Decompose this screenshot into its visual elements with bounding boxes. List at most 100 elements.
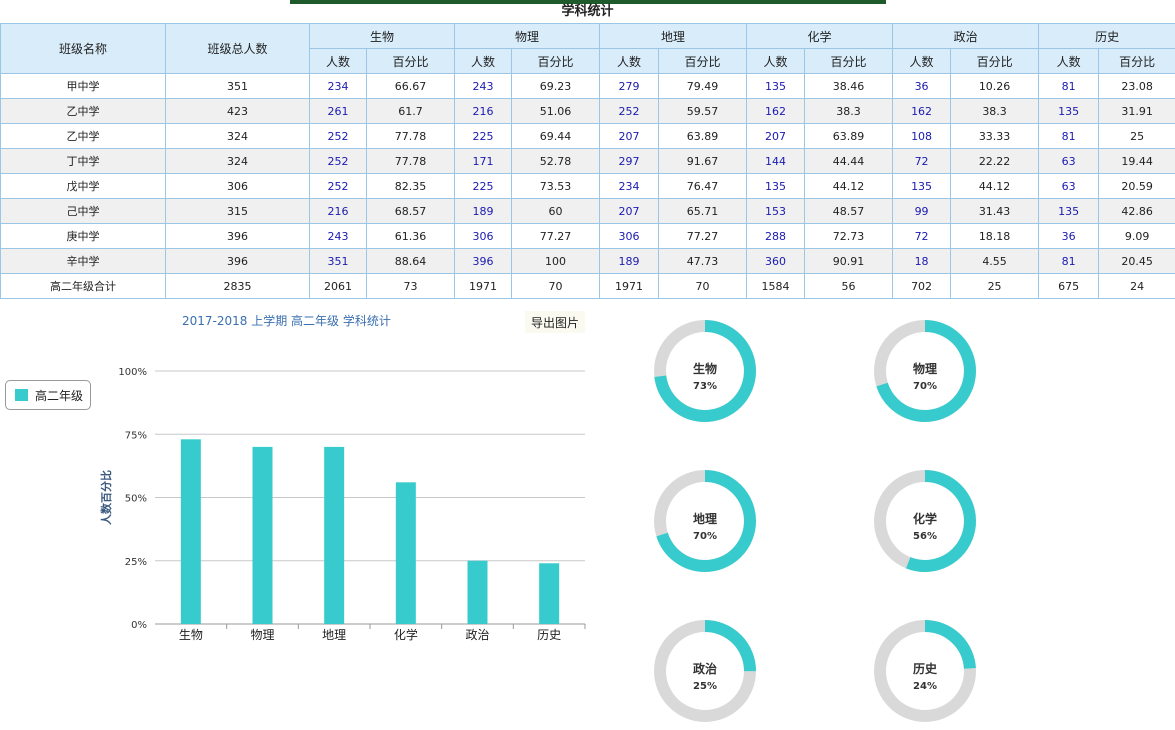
count-cell: 135: [1039, 199, 1099, 224]
total-cell: 324: [166, 149, 310, 174]
x-tick-label: 地理: [322, 628, 346, 642]
percent-cell: 22.22: [951, 149, 1039, 174]
percent-cell: 63.89: [659, 124, 747, 149]
count-cell: 207: [600, 124, 659, 149]
percent-cell: 77.78: [367, 124, 455, 149]
x-tick-label: 政治: [465, 628, 489, 642]
chart-legend[interactable]: 高二年级: [5, 380, 91, 410]
count-cell: 360: [747, 249, 805, 274]
count-cell: 306: [455, 224, 512, 249]
percent-cell: 19.44: [1099, 149, 1175, 174]
donut-value: 25%: [693, 681, 717, 692]
percent-cell: 63.89: [805, 124, 893, 149]
count-cell: 36: [1039, 224, 1099, 249]
percent-cell: 91.67: [659, 149, 747, 174]
percent-cell: 90.91: [805, 249, 893, 274]
total-cell: 396: [166, 224, 310, 249]
percent-cell: 44.12: [805, 174, 893, 199]
col-header-class-name: 班级名称: [1, 24, 166, 74]
count-cell: 63: [1039, 174, 1099, 199]
count-cell: 1971: [455, 274, 512, 299]
count-cell: 72: [893, 224, 951, 249]
y-tick-label: 0%: [131, 620, 147, 631]
percent-cell: 23.08: [1099, 74, 1175, 99]
count-cell: 234: [600, 174, 659, 199]
percent-cell: 59.57: [659, 99, 747, 124]
percent-cell: 77.27: [512, 224, 600, 249]
percent-cell: 48.57: [805, 199, 893, 224]
percent-cell: 69.44: [512, 124, 600, 149]
percent-cell: 66.67: [367, 74, 455, 99]
col-header-percent: 百分比: [1099, 49, 1175, 74]
col-header-count: 人数: [600, 49, 659, 74]
percent-cell: 73: [367, 274, 455, 299]
y-tick-label: 25%: [125, 557, 147, 568]
x-tick-label: 历史: [537, 628, 561, 642]
percent-cell: 25: [1099, 124, 1175, 149]
count-cell: 108: [893, 124, 951, 149]
percent-cell: 24: [1099, 274, 1175, 299]
percent-cell: 82.35: [367, 174, 455, 199]
bar: [396, 482, 416, 624]
percent-cell: 79.49: [659, 74, 747, 99]
y-tick-label: 75%: [125, 430, 147, 441]
legend-label: 高二年级: [35, 387, 83, 404]
count-cell: 252: [600, 99, 659, 124]
percent-cell: 73.53: [512, 174, 600, 199]
count-cell: 2061: [310, 274, 367, 299]
count-cell: 144: [747, 149, 805, 174]
donut-label: 政治: [693, 661, 717, 676]
count-cell: 243: [455, 74, 512, 99]
class-name-cell: 己中学: [1, 199, 166, 224]
total-cell: 315: [166, 199, 310, 224]
class-name-cell: 乙中学: [1, 124, 166, 149]
count-cell: 189: [600, 249, 659, 274]
donut-value: 70%: [693, 531, 717, 542]
percent-cell: 10.26: [951, 74, 1039, 99]
col-header-subject: 物理: [455, 24, 600, 49]
total-cell: 306: [166, 174, 310, 199]
col-header-percent: 百分比: [951, 49, 1039, 74]
count-cell: 252: [310, 149, 367, 174]
count-cell: 306: [600, 224, 659, 249]
class-name-cell: 庚中学: [1, 224, 166, 249]
class-name-cell: 乙中学: [1, 99, 166, 124]
percent-cell: 68.57: [367, 199, 455, 224]
percent-cell: 77.78: [367, 149, 455, 174]
count-cell: 135: [893, 174, 951, 199]
count-cell: 234: [310, 74, 367, 99]
total-cell: 396: [166, 249, 310, 274]
count-cell: 207: [600, 199, 659, 224]
count-cell: 288: [747, 224, 805, 249]
count-cell: 171: [455, 149, 512, 174]
donut-chart: 政治 25%: [650, 616, 760, 726]
percent-cell: 61.36: [367, 224, 455, 249]
bar: [468, 561, 488, 624]
count-cell: 81: [1039, 124, 1099, 149]
export-image-button[interactable]: 导出图片: [525, 311, 585, 333]
percent-cell: 20.59: [1099, 174, 1175, 199]
count-cell: 252: [310, 174, 367, 199]
percent-cell: 9.09: [1099, 224, 1175, 249]
chart-title: 2017-2018 上学期 高二年级 学科统计: [182, 312, 391, 329]
donut-svg: 政治 25%: [650, 616, 760, 726]
bar: [253, 447, 273, 624]
percent-cell: 51.06: [512, 99, 600, 124]
percent-cell: 38.46: [805, 74, 893, 99]
class-name-cell: 辛中学: [1, 249, 166, 274]
bar: [181, 439, 201, 624]
percent-cell: 100: [512, 249, 600, 274]
col-header-count: 人数: [747, 49, 805, 74]
col-header-percent: 百分比: [367, 49, 455, 74]
total-cell: 423: [166, 99, 310, 124]
percent-cell: 33.33: [951, 124, 1039, 149]
